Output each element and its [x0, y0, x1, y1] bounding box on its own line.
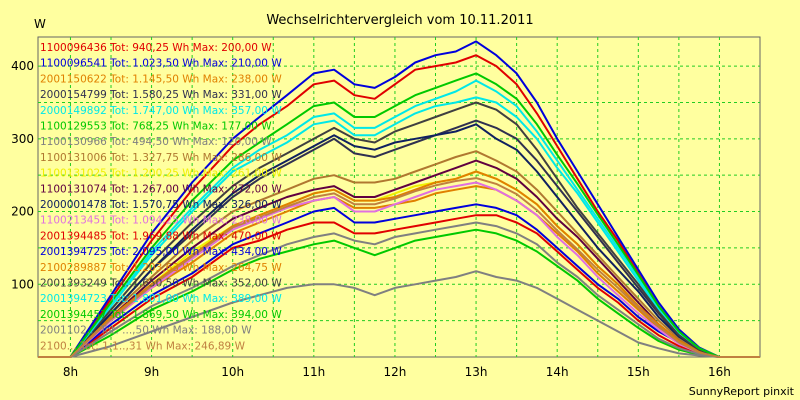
x-tick-label: 16h — [708, 365, 731, 379]
y-axis-label: W — [34, 17, 46, 31]
x-tick-label: 10h — [221, 365, 244, 379]
series-line — [38, 185, 760, 358]
legend: 1100096436 Tot: 940,25 Wh Max: 200,00 W 1… — [40, 42, 282, 352]
x-tick-label: 9h — [144, 365, 159, 379]
legend-entry: 2001150622 Tot: 1.145,50 Wh Max: 238,00 … — [40, 73, 282, 85]
series-line — [38, 123, 760, 358]
y-tick-label: 300 — [11, 132, 34, 146]
series-line — [38, 40, 760, 358]
legend-entry: 1100096436 Tot: 940,25 Wh Max: 200,00 W — [40, 42, 272, 54]
legend-entry: 2000001478 Tot: 1.570,75 Wh Max: 326,00 … — [40, 199, 282, 211]
x-tick-label: 13h — [465, 365, 488, 379]
axis-ticks: 8h 9h 10h 11h 12h 13h 14h 15h 16h 100 200 300 400 — [11, 59, 731, 379]
series-line — [38, 170, 760, 358]
series-line — [38, 119, 760, 358]
x-tick-label: 11h — [302, 365, 325, 379]
legend-entry: 2100... Tot: 1.1..,31 Wh Max: 246,89 W — [40, 340, 246, 352]
x-tick-label: 15h — [627, 365, 650, 379]
legend-entry: 1100131025 Tot: 1.200,25 Wh Max: 261,00 … — [40, 168, 282, 180]
legend-entry: 1100130966 Tot: 494,50 Wh Max: 120,00 W — [40, 136, 272, 148]
series-line — [38, 177, 760, 358]
legend-entry: 2001102... Tot: ...,50 Wh Max: 188,00 W — [40, 325, 252, 337]
chart-title: Wechselrichtervergleich vom 10.11.2011 — [266, 13, 533, 28]
footer-credit: SunnyReport pinxit — [689, 385, 795, 398]
series-line — [38, 181, 760, 358]
x-tick-label: 14h — [546, 365, 569, 379]
series-lines — [38, 40, 760, 358]
legend-entry: 2001394723 Tot: 1.801,00 Wh Max: 389,00 … — [40, 293, 282, 305]
y-tick-label: 100 — [11, 277, 34, 291]
series-line — [38, 150, 760, 358]
series-line — [38, 270, 760, 358]
x-tick-label: 8h — [63, 365, 78, 379]
y-tick-label: 400 — [11, 59, 34, 73]
legend-entry: 2001394725 Tot: 2.095,00 Wh Max: 434,00 … — [40, 246, 282, 258]
legend-entry: 2100289887 Tot: 1.203,63 Wh Max: 264,75 … — [40, 262, 282, 274]
legend-entry: 1100131074 Tot: 1.267,00 Wh Max: 272,00 … — [40, 183, 282, 195]
series-line — [38, 101, 760, 358]
series-line — [38, 228, 760, 358]
series-line — [38, 203, 760, 358]
legend-entry: 1100096541 Tot: 1.023,50 Wh Max: 210,00 … — [40, 58, 282, 70]
legend-entry: 2001393249 Tot: 1.650,50 Wh Max: 352,00 … — [40, 278, 282, 290]
legend-entry: 2001394457 Tot: 1.869,50 Wh Max: 394,00 … — [40, 309, 282, 321]
x-tick-label: 12h — [384, 365, 407, 379]
y-tick-label: 200 — [11, 205, 34, 219]
series-line — [38, 96, 760, 358]
series-line — [38, 79, 760, 358]
series-line — [38, 72, 760, 358]
legend-entry: 1100129553 Tot: 768,25 Wh Max: 177,00 W — [40, 121, 272, 133]
series-line — [38, 159, 760, 358]
legend-entry: 2001394485 Tot: 1.969,88 Wh Max: 470,00 … — [40, 230, 282, 242]
legend-entry: 1100131006 Tot: 1.327,75 Wh Max: 286,00 … — [40, 152, 282, 164]
legend-entry: 2000154799 Tot: 1.580,25 Wh Max: 331,00 … — [40, 89, 282, 101]
legend-entry: 1100213451 Tot: 1.094,25 Wh Max: 238,00 … — [40, 215, 282, 227]
series-line — [38, 214, 760, 358]
series-line — [38, 221, 760, 358]
legend-entry: 2000149892 Tot: 1.747,00 Wh Max: 357,00 … — [40, 105, 282, 117]
